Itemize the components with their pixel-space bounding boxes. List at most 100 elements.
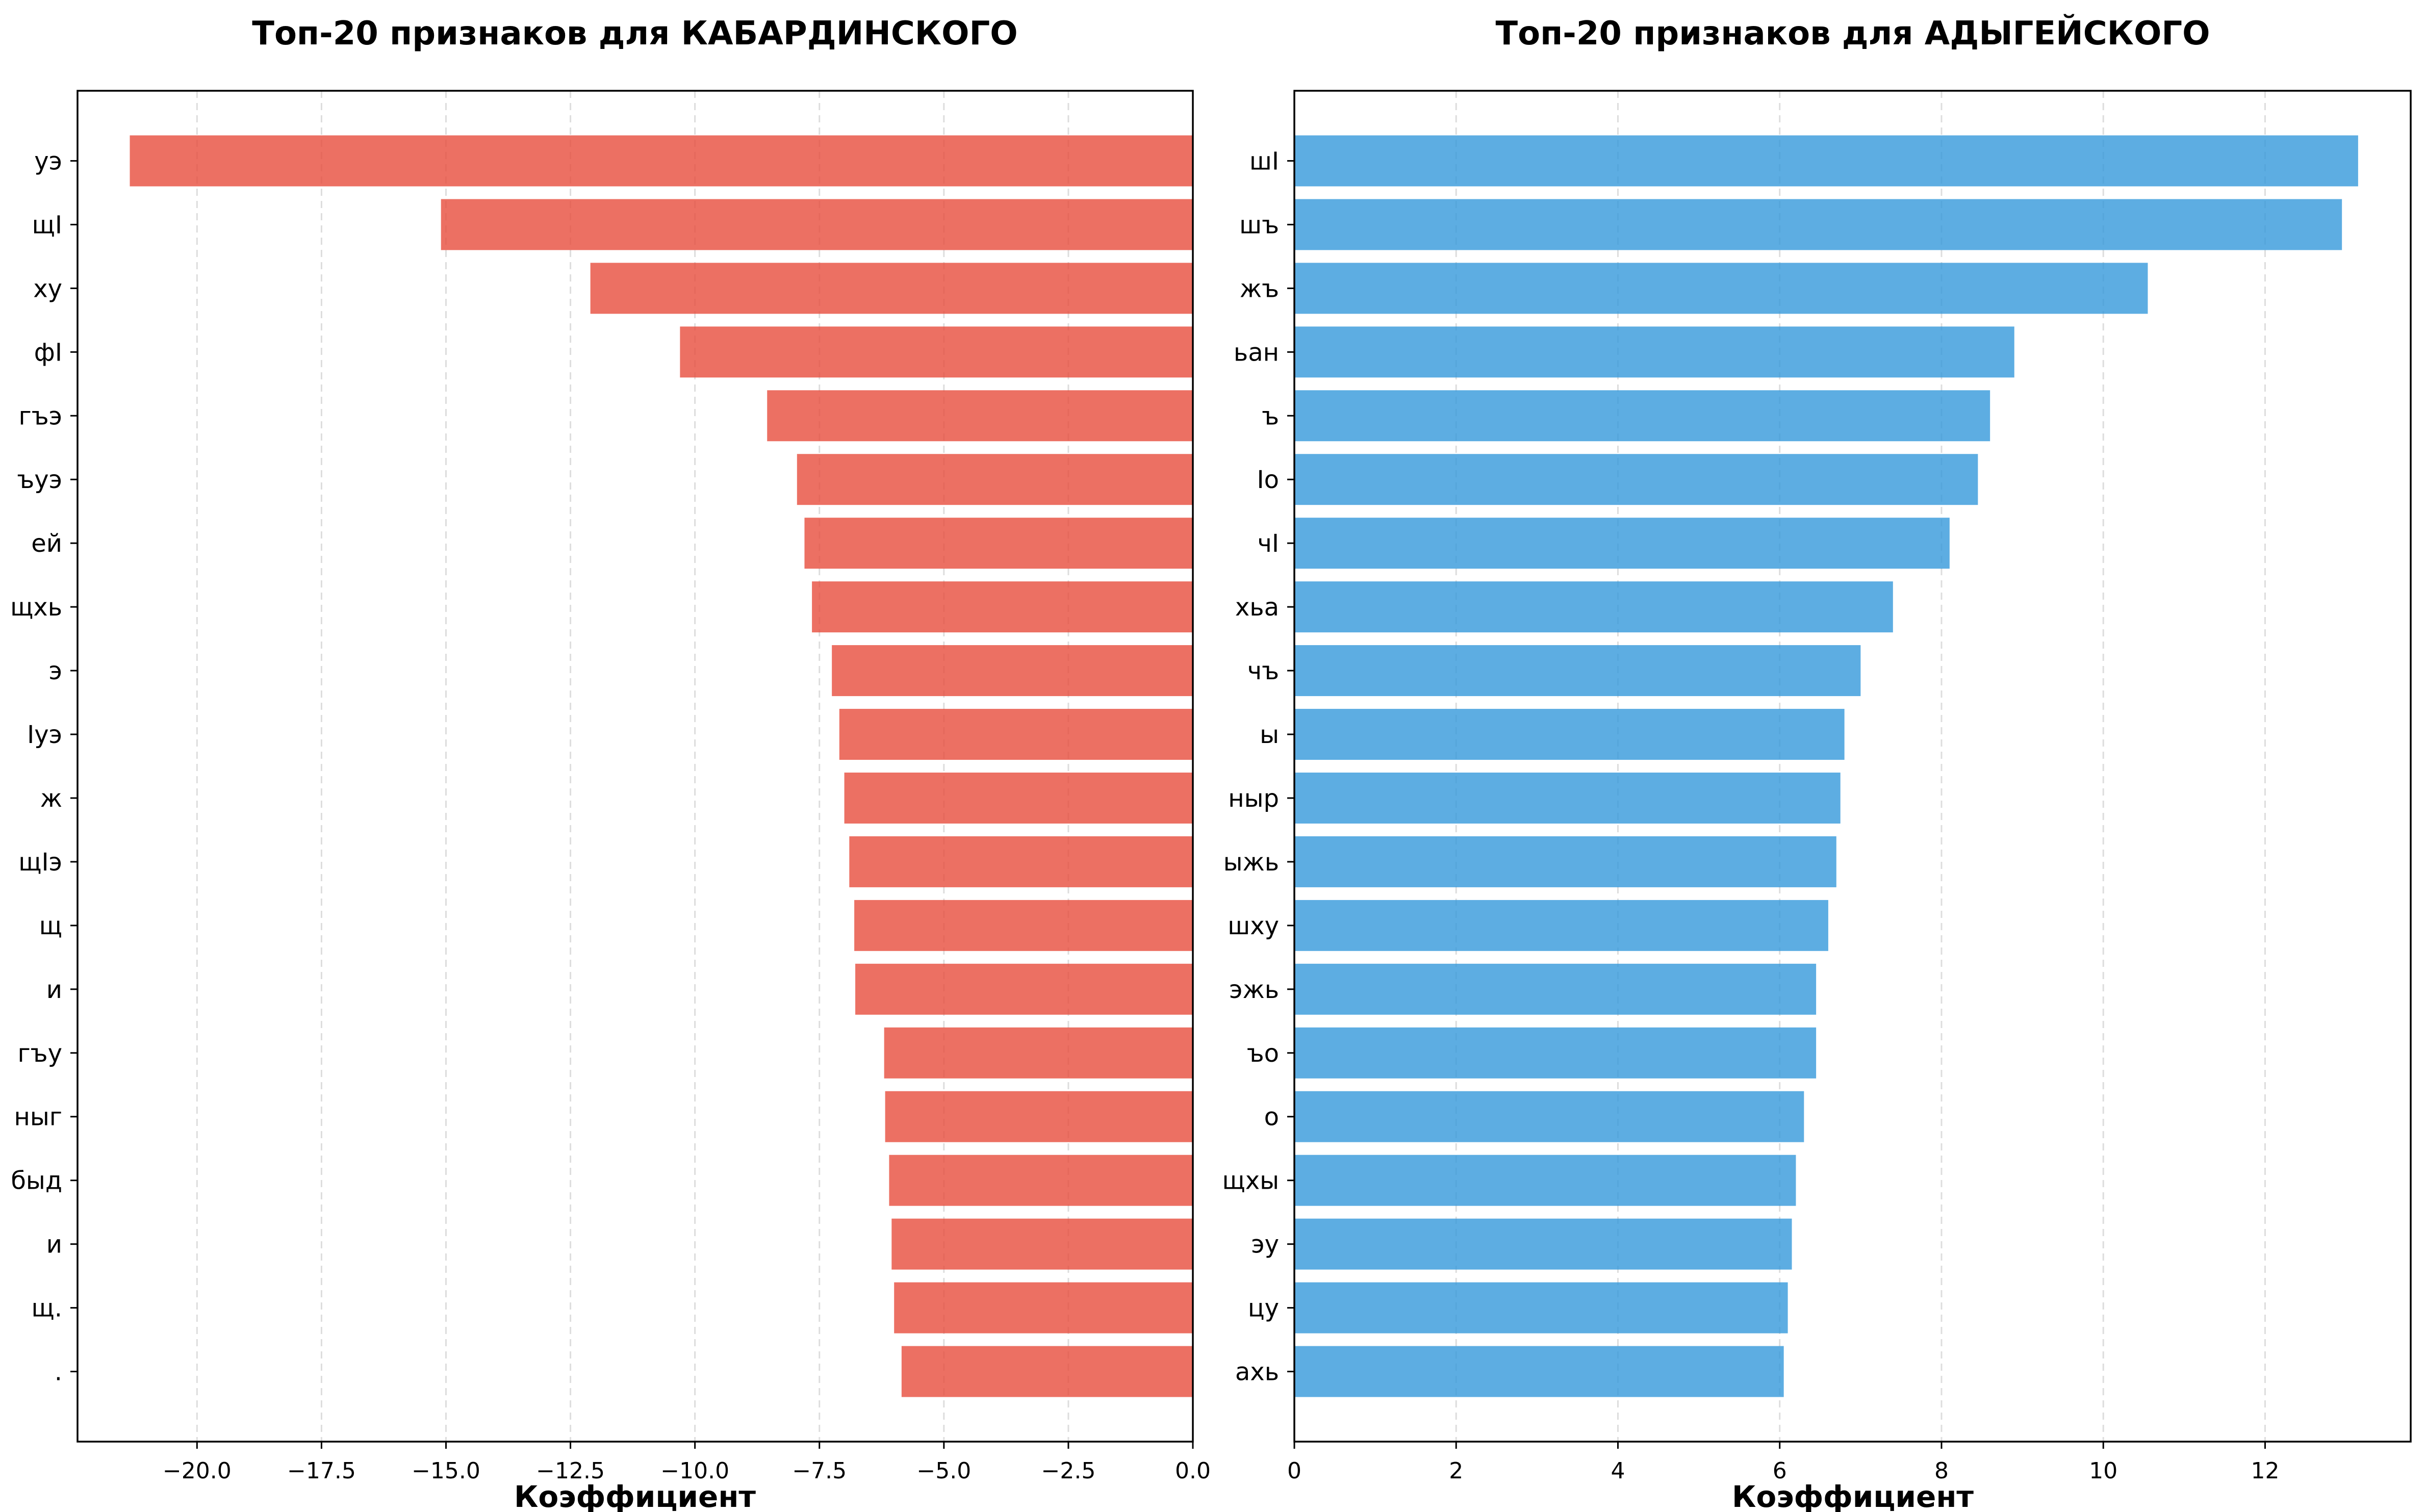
kabardian-x-axis-label: Коэффициент bbox=[514, 1479, 756, 1512]
adyghe-y-tick-label: ъ bbox=[1262, 402, 1279, 430]
kabardian-bar bbox=[884, 1027, 1193, 1079]
kabardian-y-tick-label: ху bbox=[33, 274, 62, 303]
adyghe-bar bbox=[1294, 1346, 1784, 1397]
kabardian-bar bbox=[844, 772, 1193, 824]
adyghe-bar bbox=[1294, 326, 2014, 378]
adyghe-x-tick-label: 12 bbox=[2251, 1458, 2279, 1484]
adyghe-y-tick-label: ьан bbox=[1234, 338, 1279, 367]
kabardian-y-tick-label: . bbox=[55, 1358, 62, 1387]
kabardian-x-tick-label: −12.5 bbox=[536, 1458, 605, 1484]
adyghe-y-tick-label: эжь bbox=[1229, 976, 1279, 1004]
kabardian-x-tick-label: 0.0 bbox=[1175, 1458, 1211, 1484]
adyghe-y-tick-label: шху bbox=[1228, 912, 1279, 940]
kabardian-x-tick-label: −2.5 bbox=[1041, 1458, 1095, 1484]
kabardian-y-tick-label: быд bbox=[11, 1167, 62, 1195]
kabardian-y-tick-label: щIэ bbox=[18, 848, 62, 877]
kabardian-y-tick-label: щI bbox=[32, 211, 62, 239]
kabardian-y-tick-label: и bbox=[46, 1231, 62, 1259]
adyghe-y-tick-label: чъ bbox=[1247, 657, 1279, 685]
kabardian-bar bbox=[889, 1155, 1193, 1206]
adyghe-x-tick-label: 0 bbox=[1287, 1458, 1301, 1484]
adyghe-bar bbox=[1294, 1218, 1792, 1270]
kabardian-bar bbox=[854, 900, 1193, 951]
adyghe-y-tick-label: эу bbox=[1251, 1231, 1279, 1259]
kabardian-y-tick-label: и bbox=[46, 976, 62, 1004]
kabardian-y-tick-label: ей bbox=[31, 529, 62, 558]
adyghe-y-tick-label: ныр bbox=[1228, 784, 1279, 813]
adyghe-bar bbox=[1294, 1091, 1804, 1142]
adyghe-x-axis-label: Коэффициент bbox=[1732, 1479, 1974, 1512]
adyghe-bar bbox=[1294, 1155, 1796, 1206]
kabardian-y-tick-label: Iуэ bbox=[27, 721, 62, 749]
adyghe-bar bbox=[1294, 1027, 1817, 1079]
adyghe-bar bbox=[1294, 199, 2342, 250]
kabardian-y-tick-label: щхь bbox=[10, 593, 62, 622]
adyghe-axes-frame bbox=[1293, 90, 2412, 1443]
kabardian-y-tick-label: уэ bbox=[34, 147, 62, 175]
kabardian-bar bbox=[812, 581, 1193, 633]
kabardian-x-tick-label: −15.0 bbox=[412, 1458, 480, 1484]
kabardian-bar bbox=[680, 326, 1193, 378]
kabardian-bar bbox=[130, 135, 1193, 187]
adyghe-bar bbox=[1294, 390, 1990, 442]
adyghe-bar bbox=[1294, 900, 1828, 951]
kabardian-bar bbox=[901, 1346, 1193, 1397]
adyghe-y-tick-label: жъ bbox=[1240, 274, 1279, 303]
adyghe-bar bbox=[1294, 836, 1836, 887]
kabardian-chart-panel: Топ-20 признаков для КАБАРДИНСКОГО Коэфф… bbox=[10, 15, 1211, 1512]
adyghe-y-tick-label: Iо bbox=[1257, 466, 1279, 494]
kabardian-y-tick-label: щ. bbox=[32, 1294, 62, 1323]
adyghe-y-tick-label: о bbox=[1264, 1103, 1279, 1132]
adyghe-bar bbox=[1294, 518, 1950, 569]
adyghe-y-tick-label: щхы bbox=[1222, 1167, 1279, 1195]
adyghe-y-tick-label: ъо bbox=[1247, 1039, 1279, 1068]
adyghe-y-tick-label: ыжь bbox=[1223, 848, 1279, 877]
adyghe-bar bbox=[1294, 772, 1841, 824]
kabardian-x-tick-label: −10.0 bbox=[660, 1458, 729, 1484]
kabardian-bar bbox=[441, 199, 1193, 250]
kabardian-y-tick-label: ныг bbox=[14, 1103, 63, 1132]
kabardian-y-tick-label: гъу bbox=[17, 1039, 62, 1068]
kabardian-y-tick-label: гъэ bbox=[19, 402, 62, 430]
kabardian-bar bbox=[804, 518, 1193, 569]
kabardian-bar bbox=[855, 963, 1193, 1015]
adyghe-y-tick-label: шъ bbox=[1239, 211, 1279, 239]
kabardian-bar bbox=[832, 645, 1193, 697]
kabardian-bar bbox=[767, 390, 1193, 442]
adyghe-bar bbox=[1294, 454, 1978, 505]
adyghe-y-tick-label: ы bbox=[1260, 721, 1279, 749]
kabardian-y-tick-label: ж bbox=[40, 784, 62, 813]
adyghe-bar bbox=[1294, 1282, 1788, 1334]
adyghe-x-tick-label: 10 bbox=[2089, 1458, 2117, 1484]
adyghe-bar bbox=[1294, 263, 2148, 314]
kabardian-bar bbox=[839, 709, 1193, 760]
adyghe-bar bbox=[1294, 645, 1861, 697]
adyghe-y-tick-label: чI bbox=[1257, 529, 1279, 558]
kabardian-bar bbox=[891, 1218, 1193, 1270]
adyghe-y-tick-label: шI bbox=[1249, 147, 1279, 175]
adyghe-x-tick-label: 2 bbox=[1449, 1458, 1463, 1484]
kabardian-bar bbox=[797, 454, 1193, 505]
kabardian-y-tick-label: ъуэ bbox=[17, 466, 62, 494]
kabardian-y-tick-label: э bbox=[49, 657, 62, 685]
kabardian-chart-title: Топ-20 признаков для КАБАРДИНСКОГО bbox=[252, 15, 1017, 53]
kabardian-y-tick-label: щ bbox=[39, 912, 62, 940]
adyghe-bar bbox=[1294, 963, 1817, 1015]
kabardian-x-tick-label: −20.0 bbox=[163, 1458, 232, 1484]
adyghe-bar bbox=[1294, 135, 2358, 187]
adyghe-y-tick-label: цу bbox=[1248, 1294, 1279, 1323]
adyghe-chart-title: Топ-20 признаков для АДЫГЕЙСКОГО bbox=[1495, 14, 2210, 53]
kabardian-bar bbox=[894, 1282, 1193, 1334]
adyghe-x-tick-label: 8 bbox=[1934, 1458, 1949, 1484]
adyghe-x-tick-label: 4 bbox=[1611, 1458, 1625, 1484]
adyghe-bar bbox=[1294, 581, 1893, 633]
kabardian-bar bbox=[885, 1091, 1193, 1142]
kabardian-y-tick-label: фI bbox=[34, 338, 62, 367]
adyghe-bar bbox=[1294, 709, 1845, 760]
kabardian-x-tick-label: −5.0 bbox=[916, 1458, 971, 1484]
adyghe-chart-panel: Топ-20 признаков для АДЫГЕЙСКОГО Коэффиц… bbox=[1222, 14, 2412, 1512]
adyghe-y-tick-label: хьа bbox=[1235, 593, 1279, 622]
adyghe-y-tick-label: ахь bbox=[1235, 1358, 1279, 1387]
kabardian-x-tick-label: −17.5 bbox=[287, 1458, 356, 1484]
